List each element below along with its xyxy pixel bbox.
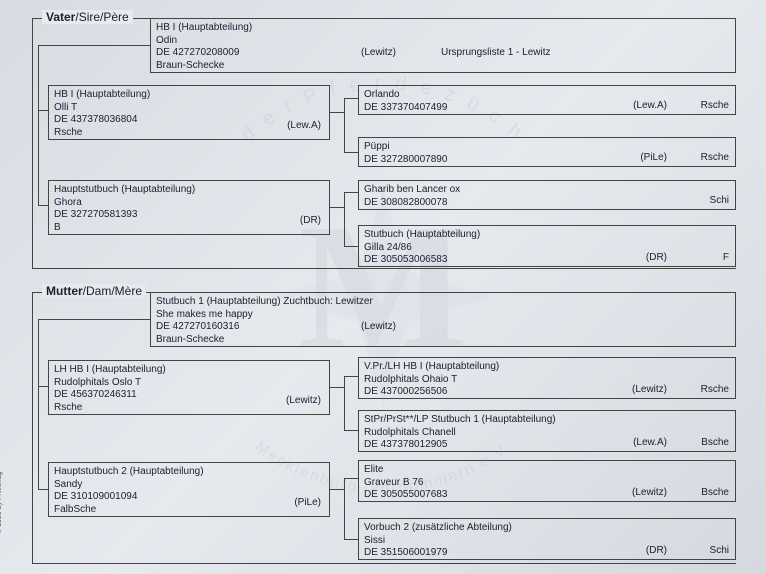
dam-p3b: StPr/PrSt**/LP Stutbuch 1 (Hauptabteilun… xyxy=(358,410,736,452)
sire-p1-line1: HB I (Hauptabteilung) xyxy=(156,22,730,35)
dam-p2b-l1: Hauptstutbuch 2 (Hauptabteilung) xyxy=(54,466,324,479)
sire-p3d-col: F xyxy=(723,252,729,265)
sire-p2a-l3: DE 437378036804 xyxy=(54,114,324,127)
sire-p3a: Orlando DE 337370407499 (Lew.A) Rsche xyxy=(358,85,736,115)
dam-p3a: V.Pr./LH HB I (Hauptabteilung) Rudolphit… xyxy=(358,357,736,399)
dam-p3a-l1: V.Pr./LH HB I (Hauptabteilung) xyxy=(364,361,730,374)
dam-p1-l4: Braun-Schecke xyxy=(156,334,730,347)
sire-p3d-l2: Gilla 24/86 xyxy=(364,242,730,255)
dam-p3b-col: Bsche xyxy=(701,437,729,450)
sire-p3a-l1: Orlando xyxy=(364,89,730,102)
dam-p1-l2: She makes me happy xyxy=(156,309,730,322)
sire-p3b-l2: DE 327280007890 xyxy=(364,154,730,167)
dam-p3d-l1: Vorbuch 2 (zusätzliche Abteilung) xyxy=(364,522,730,535)
sire-p3d-l3: DE 305053006583 xyxy=(364,254,730,267)
dam-title-rest: /Dam/Mère xyxy=(83,284,142,298)
dam-p3a-l3: DE 437000256506 xyxy=(364,386,730,399)
sire-p1-line2: Odin xyxy=(156,35,730,48)
dam-p3c-l3: DE 305055007683 xyxy=(364,489,730,502)
dam-p3d-l2: Sissi xyxy=(364,535,730,548)
sire-p2a-l1: HB I (Hauptabteilung) xyxy=(54,89,324,102)
dam-p3d-col: Schi xyxy=(710,545,729,558)
sire-title-rest: /Sire/Père xyxy=(75,10,128,24)
sire-p3b-col: Rsche xyxy=(701,152,729,165)
sire-p2b: Hauptstutbuch (Hauptabteilung) Ghora DE … xyxy=(48,180,330,235)
dam-p3c-l1: Elite xyxy=(364,464,730,477)
sire-p3b-l1: Püppi xyxy=(364,141,730,154)
dam-p2a-l1: LH HB I (Hauptabteilung) xyxy=(54,364,324,377)
dam-title-bold: Mutter xyxy=(46,284,83,298)
sire-section-title: Vater/Sire/Père xyxy=(42,10,133,24)
dam-p3c-reg: (Lewitz) xyxy=(632,487,667,500)
dam-p1-l1: Stutbuch 1 (Hauptabteilung) Zuchtbuch: L… xyxy=(156,296,730,309)
dam-p3d-l3: DE 351506001979 xyxy=(364,547,730,560)
sire-p3c-col: Schi xyxy=(710,195,729,208)
sire-p3c: Gharib ben Lancer ox DE 308082800078 Sch… xyxy=(358,180,736,210)
sire-p2a: HB I (Hauptabteilung) Olli T DE 43737803… xyxy=(48,85,330,140)
dam-p2b-l3: DE 310109001094 xyxy=(54,491,324,504)
sire-p2b-l3: DE 327270581393 xyxy=(54,209,324,222)
dam-p2b-reg: (PiLe) xyxy=(294,497,321,510)
sire-p2b-l1: Hauptstutbuch (Hauptabteilung) xyxy=(54,184,324,197)
sire-p1-line4: Braun-Schecke xyxy=(156,60,730,73)
dam-p3b-l2: Rudolphitals Chanell xyxy=(364,427,730,440)
sire-p3d-l1: Stutbuch (Hauptabteilung) xyxy=(364,229,730,242)
dam-p1-l3: DE 427270160316 xyxy=(156,321,730,334)
dam-p2b: Hauptstutbuch 2 (Hauptabteilung) Sandy D… xyxy=(48,462,330,517)
dam-p2a-l4: Rsche xyxy=(54,402,324,415)
dam-p3a-l2: Rudolphitals Ohaio T xyxy=(364,374,730,387)
dam-p2a: LH HB I (Hauptabteilung) Rudolphitals Os… xyxy=(48,360,330,415)
dam-p3a-reg: (Lewitz) xyxy=(632,384,667,397)
sire-p3c-l2: DE 308082800078 xyxy=(364,197,730,210)
sire-p2a-l2: Olli T xyxy=(54,102,324,115)
sire-title-bold: Vater xyxy=(46,10,75,24)
dam-p3a-col: Rsche xyxy=(701,384,729,397)
sire-p3c-l1: Gharib ben Lancer ox xyxy=(364,184,730,197)
dam-p2a-l2: Rudolphitals Oslo T xyxy=(54,377,324,390)
dam-p1: Stutbuch 1 (Hauptabteilung) Zuchtbuch: L… xyxy=(150,292,736,347)
dam-p3c-l2: Graveur B 76 xyxy=(364,477,730,490)
sire-p3a-l2: DE 337370407499 xyxy=(364,102,730,115)
sire-p1-origin: Ursprungsliste 1 - Lewitz xyxy=(441,47,550,60)
copyright-note: © 1999 by FNverlag xyxy=(0,472,3,534)
sire-p1-reg: (Lewitz) xyxy=(361,47,396,60)
dam-p2a-reg: (Lewitz) xyxy=(286,395,321,408)
sire-p1: HB I (Hauptabteilung) Odin DE 4272702080… xyxy=(150,18,736,73)
sire-p3b-reg: (PiLe) xyxy=(640,152,667,165)
sire-p3d: Stutbuch (Hauptabteilung) Gilla 24/86 DE… xyxy=(358,225,736,267)
dam-section-title: Mutter/Dam/Mère xyxy=(42,284,146,298)
dam-p3b-l3: DE 437378012905 xyxy=(364,439,730,452)
dam-p2b-l4: FalbSche xyxy=(54,504,324,517)
dam-p3b-reg: (Lew.A) xyxy=(633,437,667,450)
sire-p2a-l4: Rsche xyxy=(54,127,324,140)
sire-p2b-reg: (DR) xyxy=(300,215,321,228)
sire-p3a-col: Rsche xyxy=(701,100,729,113)
sire-p3d-reg: (DR) xyxy=(646,252,667,265)
dam-p2a-l3: DE 456370246311 xyxy=(54,389,324,402)
sire-p2a-reg: (Lew.A) xyxy=(287,120,321,133)
dam-p2b-l2: Sandy xyxy=(54,479,324,492)
dam-p3d: Vorbuch 2 (zusätzliche Abteilung) Sissi … xyxy=(358,518,736,560)
dam-p3d-reg: (DR) xyxy=(646,545,667,558)
sire-p3a-reg: (Lew.A) xyxy=(633,100,667,113)
dam-p3b-l1: StPr/PrSt**/LP Stutbuch 1 (Hauptabteilun… xyxy=(364,414,730,427)
dam-p1-reg: (Lewitz) xyxy=(361,321,396,334)
sire-p3b: Püppi DE 327280007890 (PiLe) Rsche xyxy=(358,137,736,167)
sire-p2b-l4: B xyxy=(54,222,324,235)
dam-p3c: Elite Graveur B 76 DE 305055007683 (Lewi… xyxy=(358,460,736,502)
dam-p3c-col: Bsche xyxy=(701,487,729,500)
sire-p2b-l2: Ghora xyxy=(54,197,324,210)
